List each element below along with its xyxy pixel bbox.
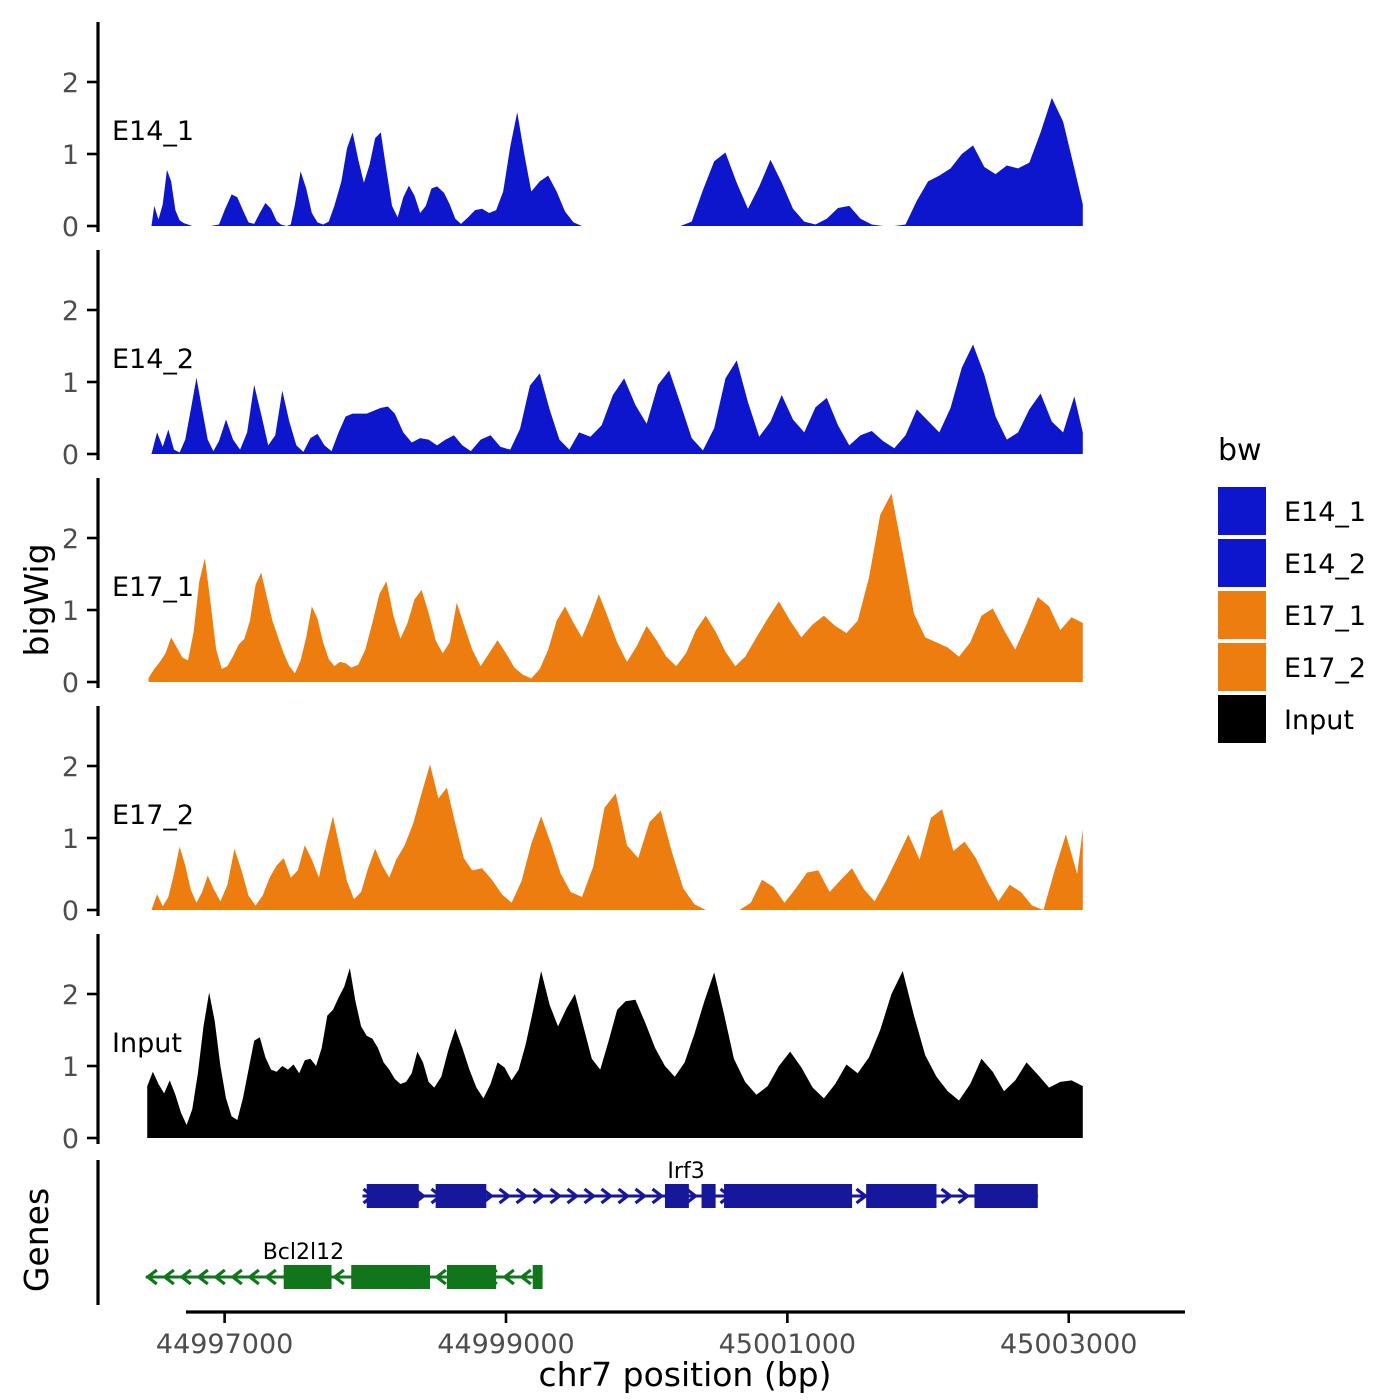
strand-arrow-icon [651, 1187, 665, 1205]
strand-arrow-icon [519, 1268, 532, 1286]
x-axis-title: chr7 position (bp) [539, 1355, 832, 1394]
strand-arrow-icon [600, 1187, 614, 1205]
legend-label-e17_1: E17_1 [1284, 601, 1366, 632]
gene-exon [866, 1184, 937, 1208]
strand-arrow-icon [230, 1268, 243, 1286]
x-tick-label: 45001000 [719, 1329, 856, 1360]
axis-titles: bigWig Genes chr7 position (bp) [17, 543, 831, 1394]
track-label-e17_1: E17_1 [112, 572, 194, 603]
gene-exon [446, 1265, 497, 1289]
strand-arrow-icon [145, 1268, 158, 1286]
strand-arrow-icon [515, 1187, 529, 1205]
gene-exon [724, 1184, 853, 1208]
track-label-e14_1: E14_1 [112, 116, 194, 147]
y-tick-label: 0 [62, 668, 79, 699]
y-tick-label: 1 [62, 368, 79, 399]
strand-arrow-icon [213, 1268, 226, 1286]
y-tick-label: 2 [62, 980, 79, 1011]
gene-exon [283, 1265, 332, 1289]
y-tick-label: 0 [62, 212, 79, 243]
legend-swatch-e14_2[interactable] [1218, 539, 1266, 587]
y-tick-label: 1 [62, 596, 79, 627]
x-tick-label: 44999000 [437, 1329, 574, 1360]
gene-name-label: Irf3 [667, 1159, 704, 1184]
strand-arrow-icon [162, 1268, 175, 1286]
gene-exon [664, 1184, 689, 1208]
strand-arrow-icon [332, 1268, 345, 1286]
track-panel-e17_1: 0 1 2 E17_1 [62, 478, 1083, 699]
track-panel-input: 0 1 2 Input [62, 934, 1083, 1155]
y-tick-label: 2 [62, 524, 79, 555]
y-tick-label: 2 [62, 68, 79, 99]
strand-arrow-icon [634, 1187, 648, 1205]
legend-swatch-e17_1[interactable] [1218, 591, 1266, 639]
track-area-e17_1 [148, 493, 1083, 682]
gene-bcl2l12[interactable]: Bcl2l12 [145, 1240, 543, 1289]
genes-axis-title: Genes [17, 1188, 56, 1292]
track-area-input [147, 968, 1083, 1138]
y-tick-label: 1 [62, 824, 79, 855]
y-tick-label: 0 [62, 440, 79, 471]
bigwig-panels: 0 1 2 E14_1 0 1 2 E14_2 0 1 2 E17_1 0 1 2 E17_2 0 1 2 Input [62, 22, 1083, 1155]
track-label-e14_2: E14_2 [112, 344, 194, 375]
track-panel-e14_2: 0 1 2 E14_2 [62, 250, 1083, 471]
gene-exon [366, 1184, 419, 1208]
strand-arrow-icon [566, 1187, 580, 1205]
x-tick-label: 45003000 [1000, 1329, 1137, 1360]
legend-title: bw [1218, 433, 1262, 468]
strand-arrow-icon [498, 1187, 512, 1205]
strand-arrow-icon [179, 1268, 192, 1286]
legend-label-input: Input [1284, 705, 1354, 736]
strand-arrow-icon [855, 1187, 869, 1205]
legend-swatch-e14_1[interactable] [1218, 487, 1266, 535]
strand-arrow-icon [549, 1187, 563, 1205]
legend-label-e14_1: E14_1 [1284, 497, 1366, 528]
track-area-e17_2 [151, 764, 1083, 910]
strand-arrow-icon [685, 1187, 699, 1205]
y-tick-label: 1 [62, 1052, 79, 1083]
gene-exon [532, 1265, 543, 1289]
strand-arrow-icon [532, 1187, 546, 1205]
y-tick-label: 0 [62, 1124, 79, 1155]
gene-exon [351, 1265, 431, 1289]
strand-arrow-icon [583, 1187, 597, 1205]
gene-name-label: Bcl2l12 [263, 1240, 344, 1265]
y-axis-title: bigWig [17, 543, 56, 656]
gene-exon [974, 1184, 1038, 1208]
y-tick-label: 0 [62, 896, 79, 927]
y-tick-label: 2 [62, 296, 79, 327]
y-tick-label: 2 [62, 752, 79, 783]
track-panel-e14_1: 0 1 2 E14_1 [62, 22, 1083, 243]
legend-label-e17_2: E17_2 [1284, 653, 1366, 684]
gene-irf3[interactable]: Irf3 [362, 1159, 1039, 1208]
strand-arrow-icon [940, 1187, 954, 1205]
x-axis: 44997000 44999000 45001000 45003000 [156, 1310, 1185, 1360]
track-panel-e17_2: 0 1 2 E17_2 [62, 706, 1083, 927]
gene-exon [435, 1184, 487, 1208]
strand-arrow-icon [264, 1268, 277, 1286]
track-label-input: Input [112, 1028, 182, 1059]
legend-swatch-e17_2[interactable] [1218, 643, 1266, 691]
x-tick-label: 44997000 [156, 1329, 293, 1360]
track-label-e17_2: E17_2 [112, 800, 194, 831]
gene-track: Irf3 Bcl2l12 [96, 1159, 1039, 1305]
strand-arrow-icon [502, 1268, 515, 1286]
strand-arrow-icon [247, 1268, 260, 1286]
strand-arrow-icon [196, 1268, 209, 1286]
legend-label-e14_2: E14_2 [1284, 549, 1366, 580]
track-area-e14_1 [151, 97, 1083, 226]
strand-arrow-icon [617, 1187, 631, 1205]
track-area-e14_2 [151, 344, 1083, 454]
y-tick-label: 1 [62, 140, 79, 171]
strand-arrow-icon [434, 1268, 447, 1286]
strand-arrow-icon [957, 1187, 971, 1205]
legend-swatch-input[interactable] [1218, 695, 1266, 743]
legend: bw E14_1 E14_2 E17_1 E17_2 Input [1218, 433, 1366, 743]
gene-exon [701, 1184, 716, 1208]
